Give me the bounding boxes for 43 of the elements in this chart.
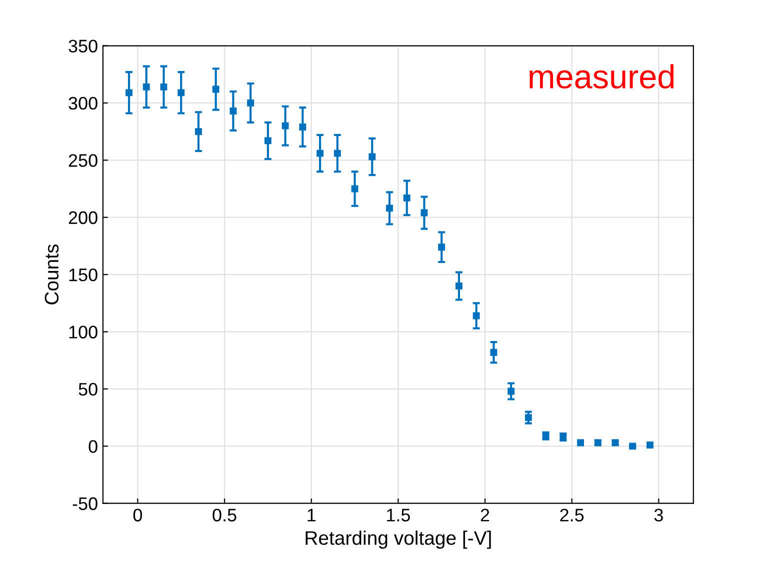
y-tick-label: 150: [69, 268, 98, 282]
x-tick-label: 1: [308, 508, 316, 522]
y-tick-label: 50: [78, 382, 98, 396]
y-tick-label: 0: [88, 440, 98, 453]
point: [247, 99, 254, 106]
point: [264, 137, 272, 144]
point: [403, 194, 410, 202]
point: [178, 89, 185, 96]
x-tick-label: 2: [480, 508, 490, 522]
point: [230, 107, 237, 114]
point: [455, 282, 462, 290]
point: [508, 388, 515, 395]
x-tick-label: 0.5: [212, 508, 236, 522]
point: [212, 86, 220, 93]
x-tick-label: 2.5: [560, 508, 584, 522]
point: [524, 414, 532, 422]
point: [194, 128, 202, 136]
annotation: measured: [530, 64, 674, 89]
y-tick-label: 200: [68, 211, 98, 224]
point: [386, 204, 393, 212]
point: [160, 83, 168, 90]
y-tick-label: 100: [69, 326, 98, 338]
y-tick-label: 250: [68, 154, 98, 167]
point: [472, 312, 480, 320]
y-tick-label: 350: [68, 40, 98, 52]
point: [142, 83, 150, 90]
point: [438, 244, 446, 251]
point: [351, 185, 358, 192]
point: [282, 122, 289, 130]
point: [299, 124, 306, 130]
x-tick-label: 0: [133, 508, 142, 522]
x-tick-label: 1.5: [387, 508, 410, 522]
point: [420, 209, 428, 216]
point: [126, 89, 132, 96]
y-tick-label: -50: [72, 497, 98, 510]
point: [490, 348, 498, 356]
y-tick-label: 300: [68, 96, 98, 110]
point: [334, 150, 341, 157]
point: [368, 153, 376, 160]
x-axis-title: Retarding voltage [-V]: [306, 530, 491, 549]
point: [316, 150, 324, 157]
x-tick-label: 3: [654, 508, 663, 522]
y-axis-title: Counts: [44, 244, 59, 304]
